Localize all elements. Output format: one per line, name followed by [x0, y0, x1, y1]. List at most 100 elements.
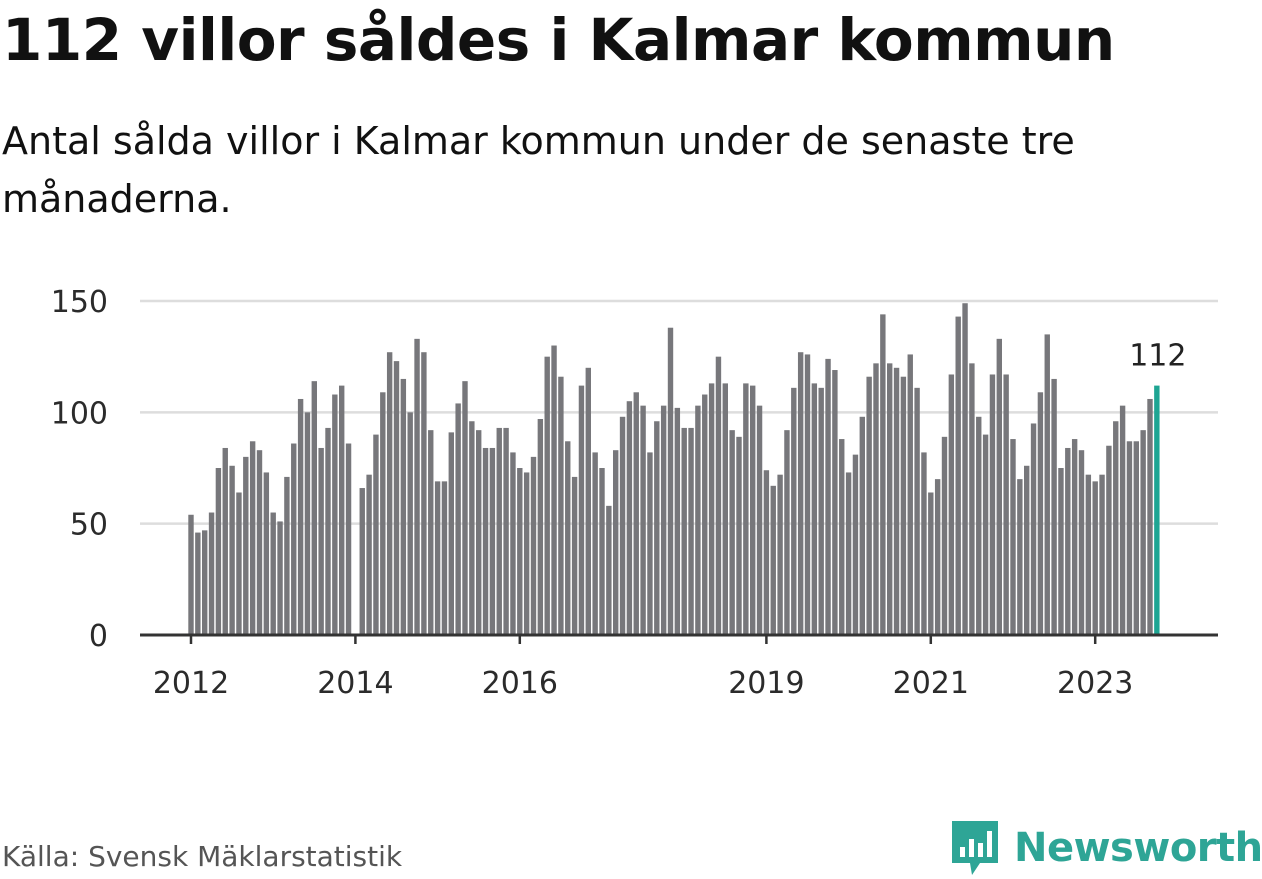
bar	[263, 472, 270, 635]
last-value-label: 112	[1129, 339, 1186, 374]
bar	[1003, 374, 1009, 635]
bar	[188, 514, 194, 635]
bar	[640, 405, 646, 635]
bar	[482, 447, 489, 635]
chart-title: 112 villor såldes i Kalmar kommun	[2, 6, 1115, 74]
bar	[708, 383, 715, 635]
x-tick-label-2016: 2016	[482, 666, 558, 701]
bar	[1113, 421, 1119, 635]
bar	[565, 441, 571, 635]
bar	[1147, 398, 1153, 635]
bar	[804, 354, 811, 635]
bar	[1030, 423, 1037, 635]
bars	[188, 303, 1160, 635]
bar	[208, 512, 215, 635]
bar	[1051, 378, 1057, 635]
y-tick-label-50: 50	[70, 508, 108, 543]
bar	[523, 472, 530, 635]
bar	[592, 452, 598, 635]
bar	[914, 387, 920, 635]
bar	[578, 385, 585, 635]
bar	[626, 401, 633, 635]
bar	[811, 383, 818, 635]
bar	[558, 376, 564, 635]
bar	[619, 416, 626, 635]
bar	[551, 345, 557, 635]
bar-highlight	[1154, 385, 1160, 635]
bar	[1071, 439, 1078, 635]
bar	[729, 430, 735, 635]
bar	[859, 416, 865, 635]
bar	[743, 383, 749, 635]
bar	[476, 430, 482, 635]
bar	[222, 447, 228, 635]
bar	[777, 474, 783, 635]
bar	[455, 403, 461, 635]
bar	[1126, 441, 1133, 635]
bar	[236, 492, 242, 635]
bar	[736, 436, 742, 635]
bar	[297, 398, 304, 635]
bar	[955, 316, 961, 635]
bar	[667, 327, 674, 635]
bar	[900, 376, 907, 635]
bar	[1017, 479, 1023, 635]
bar	[414, 338, 420, 635]
bar	[797, 352, 804, 635]
x-tick-label-2021: 2021	[893, 666, 969, 701]
bar	[818, 387, 824, 635]
bar	[852, 454, 859, 635]
brand-name: Newsworthy	[1014, 825, 1262, 871]
bar	[941, 436, 948, 635]
bar	[304, 412, 311, 635]
x-tick-label-2012: 2012	[153, 666, 229, 701]
bar	[928, 492, 934, 635]
bar	[654, 421, 660, 635]
labels: 0 50 100 150 2012 2014 2016 2019 2021 2023 112	[51, 285, 1187, 701]
bar	[345, 443, 352, 635]
bar	[284, 476, 290, 635]
bar	[277, 521, 283, 635]
bar	[934, 479, 941, 635]
bar	[311, 381, 317, 635]
bar	[380, 392, 386, 635]
bar	[1140, 430, 1146, 635]
bar	[880, 314, 886, 635]
bar	[421, 352, 427, 635]
newsworthy-brand[interactable]: Newsworthy	[950, 818, 1262, 878]
bar	[243, 456, 249, 635]
y-tick-label-100: 100	[51, 396, 108, 431]
source-note: Källa: Svensk Mäklarstatistik	[2, 840, 403, 873]
chart-subtitle: Antal sålda villor i Kalmar kommun under…	[2, 119, 1075, 221]
bar	[318, 447, 324, 635]
x-axis	[140, 633, 1218, 644]
bar	[489, 447, 496, 635]
bar	[982, 434, 989, 635]
x-tick-label-2014: 2014	[317, 666, 393, 701]
bar	[249, 441, 256, 635]
bar	[599, 468, 605, 635]
bar	[571, 476, 578, 635]
bar	[907, 354, 913, 635]
bar	[434, 481, 441, 635]
bar-chart: 0 50 100 150 2012 2014 2016 2019 2021 2023 112	[51, 285, 1218, 701]
bar	[613, 450, 619, 635]
bar	[215, 468, 222, 635]
bar	[503, 427, 509, 635]
bar	[1065, 447, 1071, 635]
bar	[1085, 474, 1092, 635]
y-tick-label-150: 150	[51, 285, 108, 320]
bar	[1058, 468, 1064, 635]
bar	[339, 385, 345, 635]
bar	[688, 427, 694, 635]
bar	[695, 405, 701, 635]
bar	[722, 383, 728, 635]
bar	[1024, 465, 1030, 635]
bar	[585, 367, 591, 635]
bar	[1092, 481, 1098, 635]
bar	[1133, 441, 1139, 635]
bar	[1010, 439, 1016, 635]
bar	[750, 385, 756, 635]
y-tick-label-0: 0	[89, 619, 108, 654]
newsworthy-logo-icon	[952, 821, 998, 875]
